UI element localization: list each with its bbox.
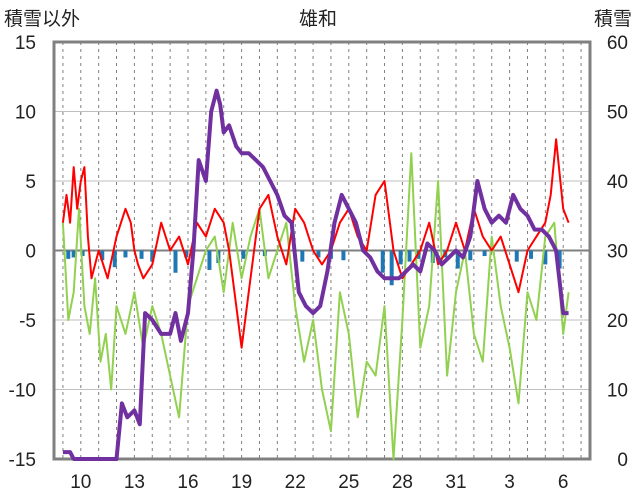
precipitation-bar: [398, 250, 403, 265]
left-tick-label: 5: [25, 172, 36, 193]
precipitation-bar: [139, 250, 144, 259]
x-tick-label: 16: [177, 472, 198, 493]
x-tick-label: 10: [70, 472, 91, 493]
precipitation-bar: [389, 250, 394, 286]
snow-change-line: [61, 152, 570, 460]
precipitation-bar: [123, 250, 128, 258]
precipitation-bar: [468, 250, 473, 261]
x-tick-label: 25: [338, 472, 359, 493]
precipitation-bar: [150, 250, 155, 262]
precipitation-bar: [207, 250, 212, 270]
left-tick-label: -5: [19, 311, 36, 332]
x-tick-label: 28: [392, 472, 413, 493]
precipitation-bar: [66, 250, 71, 259]
x-tick-label: 13: [124, 472, 145, 493]
precipitation-bar: [300, 250, 305, 262]
snow-depth-line: [62, 88, 569, 461]
left-axis-label: 積雪以外: [4, 8, 80, 30]
left-tick-label: 15: [15, 33, 36, 54]
right-axis-label: 積雪: [594, 8, 632, 30]
x-tick-label: 19: [231, 472, 252, 493]
x-tick-label: 31: [445, 472, 466, 493]
precipitation-bar: [173, 250, 178, 273]
temperature-line: [61, 138, 570, 349]
chart-title: 雄和: [299, 8, 337, 30]
left-tick-label: -15: [9, 450, 36, 471]
plot-frame: [52, 40, 592, 461]
precipitation-bar: [241, 250, 246, 259]
precipitation-bar: [514, 250, 519, 262]
precipitation-bar: [100, 250, 105, 261]
precipitation-bar: [380, 250, 385, 273]
right-tick-label: 50: [607, 103, 628, 124]
right-tick-label: 10: [607, 381, 628, 402]
precipitation-bar: [184, 250, 189, 258]
right-tick-label: 0: [617, 450, 628, 471]
x-tick-label: 3: [504, 472, 515, 493]
precipitation-bar: [543, 250, 548, 265]
right-tick-label: 30: [607, 242, 628, 263]
precipitation-bar: [71, 250, 76, 258]
precipitation-bar: [80, 250, 85, 257]
right-tick-label: 60: [607, 33, 628, 54]
left-tick-label: -10: [9, 381, 36, 402]
right-tick-label: 20: [607, 311, 628, 332]
precipitation-bar: [557, 250, 562, 269]
precipitation-bar: [455, 250, 460, 269]
x-tick-label: 6: [558, 472, 569, 493]
left-tick-label: 0: [25, 242, 36, 263]
x-tick-label: 22: [285, 472, 306, 493]
precipitation-bar: [341, 250, 346, 261]
left-tick-label: 10: [15, 103, 36, 124]
precipitation-bar: [482, 250, 487, 257]
series-layer: [61, 88, 570, 461]
precipitation-bar: [407, 250, 412, 262]
right-tick-label: 40: [607, 172, 628, 193]
precipitation-bar: [112, 250, 117, 268]
precipitation-bar: [316, 250, 321, 258]
precipitation-bar: [529, 250, 534, 259]
